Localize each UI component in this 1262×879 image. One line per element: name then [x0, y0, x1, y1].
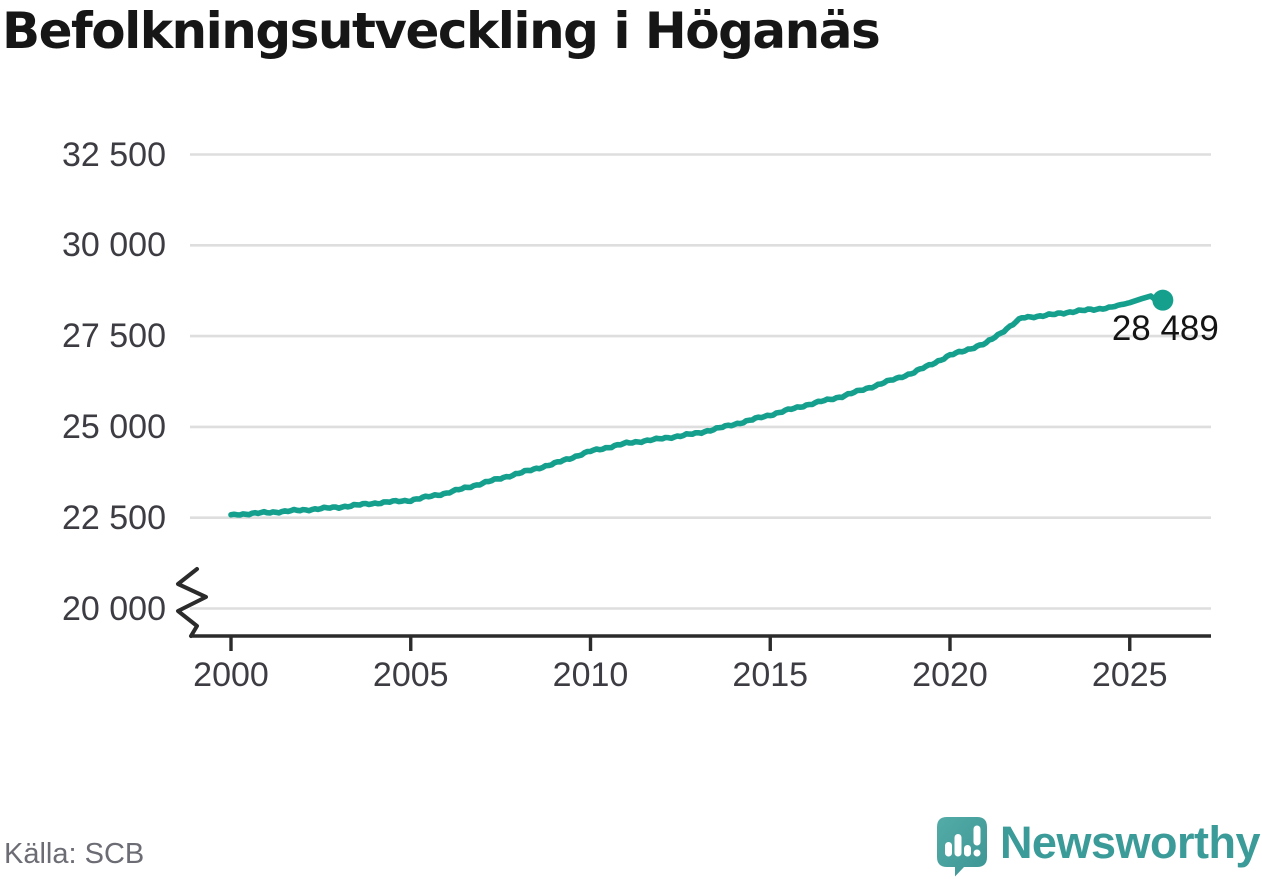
y-axis-tick-label: 30 000 [62, 226, 166, 265]
y-axis-tick-label: 25 000 [62, 407, 166, 446]
x-axis-tick-label: 2010 [552, 656, 629, 694]
y-axis-tick-label: 32 500 [62, 135, 166, 174]
latest-value-dot [1152, 289, 1174, 311]
newsworthy-wordmark: Newsworthy [999, 816, 1261, 868]
newsworthy-logo-icon [936, 817, 987, 877]
exclamation-icon [973, 825, 981, 846]
newsworthy-logo: Newsworthy [934, 813, 1261, 879]
bar-icon [963, 845, 971, 857]
exclamation-icon [973, 849, 981, 857]
x-axis-tick-label: 2025 [1091, 656, 1168, 694]
x-axis-tick-label: 2020 [912, 656, 988, 694]
source-note: Källa: SCB [4, 838, 145, 870]
population-line [228, 293, 1166, 518]
bar-icon [944, 842, 952, 857]
chart-title: Befolkningsutveckling i Höganäs [2, 2, 881, 60]
x-axis-tick-label: 2000 [193, 656, 269, 694]
speech-bubble-shape [936, 817, 987, 877]
y-axis-tick-label: 20 000 [62, 589, 166, 628]
bar-icon [954, 834, 962, 857]
x-axis-tick-label: 2005 [372, 656, 449, 694]
latest-value-label: 28 489 [1111, 309, 1219, 349]
y-axis-tick-label: 27 500 [62, 317, 166, 356]
x-axis-tick-label: 2015 [732, 656, 809, 694]
y-axis-break-icon [176, 567, 208, 638]
y-axis-tick-label: 22 500 [62, 498, 166, 537]
